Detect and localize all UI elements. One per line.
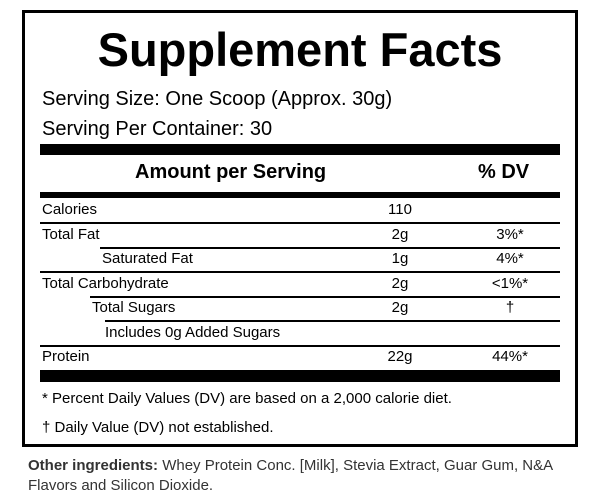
medium-rule (40, 192, 560, 198)
nutrient-name: Total Sugars (92, 299, 176, 316)
nutrient-name: Calories (42, 201, 98, 218)
nutrient-dv: † (505, 299, 515, 316)
nutrient-amount: 2g (391, 274, 409, 292)
nutrient-dv: 4%* (496, 250, 524, 267)
nutrient-amount: 110 (388, 201, 412, 218)
nutrient-dv: <1%* (491, 274, 529, 292)
nutrient-name: Saturated Fat (102, 250, 193, 267)
label-border (22, 10, 578, 447)
row-rule (90, 295, 560, 298)
row-rule (40, 271, 560, 273)
nutrient-dv: 3%* (496, 225, 524, 243)
nutrient-name: Total Carbohydrate (42, 274, 169, 292)
nutrient-amount: 1g (391, 250, 409, 267)
nutrient-amount: 22g (387, 348, 413, 365)
servings-per-container: Serving Per Container: 30 (42, 118, 273, 140)
nutrient-dv: 44%* (492, 348, 528, 365)
ingredients: Other ingredients: Whey Protein Conc. [M… (28, 456, 573, 496)
nutrient-amount: 2g (391, 225, 409, 243)
serving-size: Serving Size: One Scoop (Approx. 30g) (42, 88, 393, 110)
title: Supplement Facts (97, 23, 503, 76)
nutrient-amount: 2g (391, 299, 409, 316)
row-rule (40, 344, 560, 347)
thick-rule (40, 370, 560, 382)
row-rule (105, 320, 560, 322)
nutrient-name: Includes 0g Added Sugars (105, 323, 281, 341)
ingredients-label: Other ingredients: (28, 457, 159, 474)
nutrient-name: Protein (42, 348, 90, 365)
footnote: † Daily Value (DV) not established. (42, 419, 274, 436)
footnote: * Percent Daily Values (DV) are based on… (42, 390, 452, 407)
row-rule (40, 222, 560, 224)
row-rule (100, 246, 560, 249)
nutrient-name: Total Fat (42, 225, 100, 243)
thick-rule (40, 144, 560, 155)
column-header: Amount per Serving (135, 161, 327, 183)
ingredients-text: Whey Protein Conc. [Milk], Stevia Extrac… (28, 457, 553, 494)
column-header: % DV (478, 161, 530, 183)
